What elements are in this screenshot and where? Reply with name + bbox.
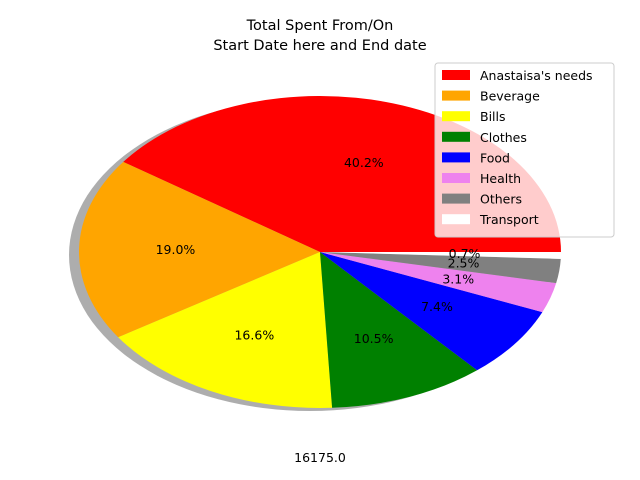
pie-percent-labels: 40.2% 19.0% 16.6% 10.5% 7.4% 3.1% 2.5%0.7% xyxy=(156,155,481,346)
pie-percent-label: 16.6% xyxy=(234,327,274,342)
pie-percent-label: 2.5% xyxy=(448,255,480,270)
pie-slice-health xyxy=(320,252,557,313)
legend-swatch xyxy=(442,70,470,80)
pie-slice-transport xyxy=(320,252,561,259)
pie-slice-clothes xyxy=(320,252,478,408)
pie-slice-food xyxy=(320,252,543,371)
pie-percent-label: 7.4% xyxy=(421,299,453,314)
legend-label: Transport xyxy=(479,212,539,227)
legend-frame xyxy=(434,62,615,238)
legend-label: Food xyxy=(480,150,510,165)
legend-label: Others xyxy=(480,192,522,207)
legend-swatch xyxy=(442,131,470,142)
legend-label: Health xyxy=(480,171,521,186)
legend-swatch xyxy=(442,90,470,101)
legend-label: Bills xyxy=(480,109,506,124)
legend-label: Anastaisa's needs xyxy=(480,68,593,83)
pie-percent-label: 40.2% xyxy=(344,155,384,170)
pie-slice-bills xyxy=(118,252,333,408)
chart-title-line1: Total Spent From/On xyxy=(246,18,394,34)
total-amount-label: 16175.0 xyxy=(294,450,346,465)
legend-swatch xyxy=(442,173,470,183)
legend-label: Clothes xyxy=(480,130,527,145)
pie-percent-label: 10.5% xyxy=(354,331,394,346)
legend: Anastaisa's needs Beverage Bills Clothes Foo… xyxy=(434,62,615,238)
legend-swatch xyxy=(442,214,470,225)
legend-swatch xyxy=(442,111,470,122)
legend-label: Beverage xyxy=(480,89,540,104)
legend-swatch xyxy=(442,193,470,204)
pie-slice-beverage xyxy=(79,161,321,338)
legend-swatch xyxy=(442,152,470,163)
pie-percent-label: 19.0% xyxy=(156,242,196,257)
chart-title-line2: Start Date here and End date xyxy=(213,38,426,54)
pie-percent-label: 3.1% xyxy=(442,272,474,287)
pie-slice-others xyxy=(320,252,561,284)
pie-percent-label: 0.7% xyxy=(449,246,481,261)
